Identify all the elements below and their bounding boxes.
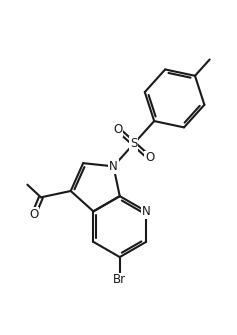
Text: O: O: [145, 151, 154, 164]
Text: O: O: [113, 123, 123, 136]
Text: Br: Br: [113, 273, 126, 286]
Text: N: N: [109, 160, 118, 173]
Text: O: O: [29, 208, 38, 221]
Text: N: N: [142, 205, 150, 218]
Text: S: S: [130, 137, 137, 150]
